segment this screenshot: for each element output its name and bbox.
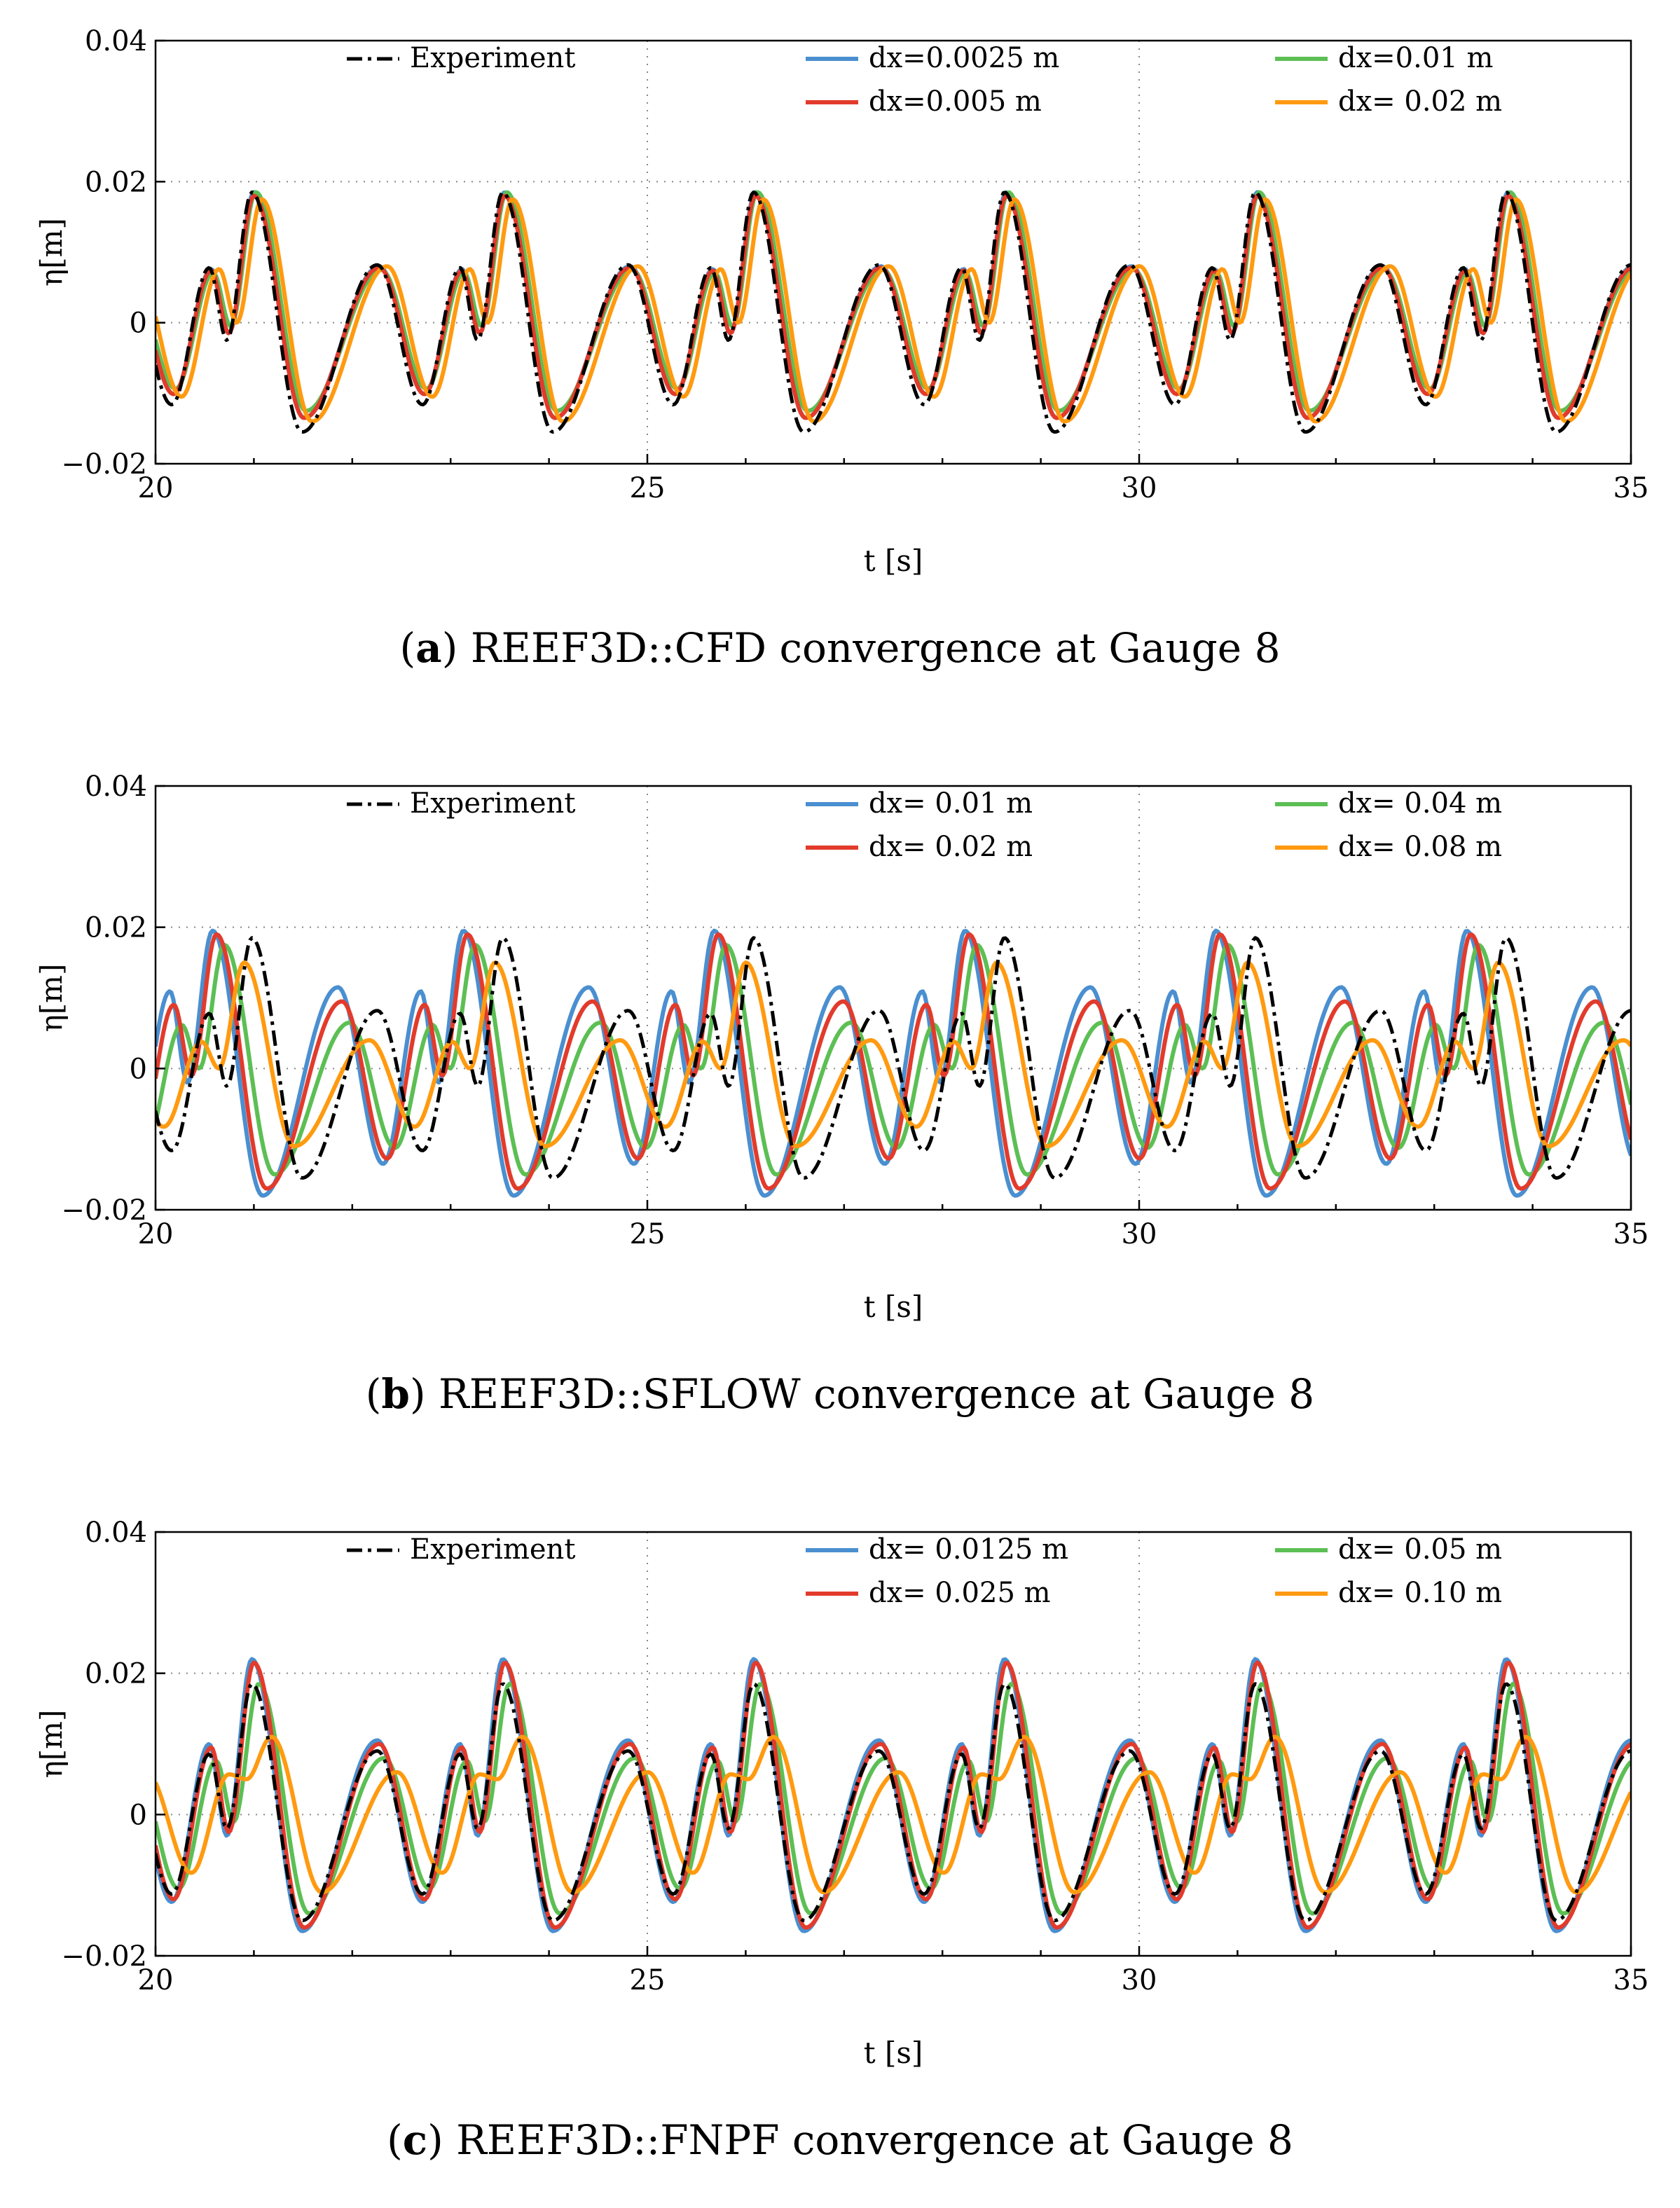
x-tick-label: 30 [1122,1218,1157,1250]
y-tick-label: −0.02 [61,1940,147,1973]
series-line [156,1681,1631,1916]
legend-label: dx= 0.01 m [869,787,1033,820]
series-line [156,197,1631,424]
plot-frame [154,39,1632,465]
x-tick-label: 25 [630,1218,666,1250]
y-tick-label: −0.02 [61,1194,147,1227]
x-tick-label: 30 [1122,1964,1157,1996]
panel-caption: (a) REEF3D::CFD convergence at Gauge 8 [400,624,1281,672]
series-line [156,936,1631,1180]
plot-frame [154,785,1632,1211]
x-tick-label: 35 [1613,1218,1649,1250]
chart-panel-a: 20 25 30 35 −0.02 0 0.02 0.04 t [s] η[m] Experimen… [34,25,1648,672]
chart-panel-c: 20 25 30 35 −0.02 0 0.02 0.04 t [s] η[m] Experimen… [34,1517,1648,2164]
y-tick-label: 0 [130,1053,147,1085]
series-group [156,928,1631,1198]
plot-frame [154,1531,1632,1957]
legend-label: dx= 0.04 m [1338,787,1502,820]
chart-panel-b: 20 25 30 35 −0.02 0 0.02 0.04 t [s] η[m] Experimen… [34,771,1648,1418]
x-tick-label: 30 [1122,472,1157,504]
legend-label: Experiment [410,42,575,74]
series-line [156,1682,1631,1923]
series-line [156,190,1631,434]
series-line [156,1660,1631,1930]
legend-label: dx= 0.02 m [1338,85,1502,118]
legend-label: dx= 0.10 m [1338,1577,1502,1609]
y-axis-label: η[m] [34,218,69,287]
legend-label: dx=0.005 m [869,85,1042,118]
x-tick-label: 25 [630,472,666,504]
y-tick-label: 0.04 [85,1517,147,1549]
y-axis-label: η[m] [34,1710,69,1779]
x-tick-label: 25 [630,1964,666,1996]
legend: Experiment dx= 0.01 m dx= 0.02 m dx= 0.04 m… [347,787,1502,863]
legend-label: dx= 0.0125 m [869,1533,1068,1566]
panel-caption: (c) REEF3D::FNPF convergence at Gauge 8 [387,2116,1293,2164]
legend-label: dx= 0.025 m [869,1577,1051,1609]
legend-label: dx= 0.05 m [1338,1533,1502,1566]
legend-label: dx=0.0025 m [869,42,1059,74]
series-line [156,942,1631,1177]
x-tick-label: 35 [1613,1964,1649,1996]
series-line [156,193,1631,420]
y-tick-label: 0.02 [85,1658,147,1690]
y-axis-label: η[m] [34,964,69,1033]
y-tick-label: 0.04 [85,771,147,803]
legend-label: dx= 0.08 m [1338,831,1502,863]
legend-label: dx= 0.02 m [869,831,1033,863]
y-tick-label: 0.02 [85,912,147,944]
panel-caption: (b) REEF3D::SFLOW convergence at Gauge 8 [366,1370,1314,1418]
x-axis-label: t [s] [864,544,923,578]
series-group [156,190,1631,434]
x-axis-label: t [s] [864,2036,923,2070]
legend: Experiment dx= 0.0125 m dx= 0.025 m dx= 0.0… [347,1533,1502,1609]
series-line [156,1734,1631,1895]
x-tick-label: 20 [138,1218,174,1250]
legend-label: dx=0.01 m [1338,42,1493,74]
x-tick-label: 20 [138,472,174,504]
legend-label: Experiment [410,1533,575,1566]
x-tick-label: 20 [138,1964,174,1996]
series-line [156,960,1631,1149]
y-tick-label: 0 [130,1799,147,1831]
x-tick-label: 35 [1613,472,1649,504]
series-line [156,190,1631,420]
legend: Experiment dx=0.0025 m dx=0.005 m dx=0.01 m… [347,42,1502,118]
y-tick-label: 0 [130,308,147,340]
legend-label: Experiment [410,787,575,820]
y-tick-label: 0.02 [85,166,147,198]
x-axis-label: t [s] [864,1290,923,1324]
y-tick-label: −0.02 [61,448,147,481]
series-group [156,1657,1631,1933]
y-tick-label: 0.04 [85,25,147,57]
